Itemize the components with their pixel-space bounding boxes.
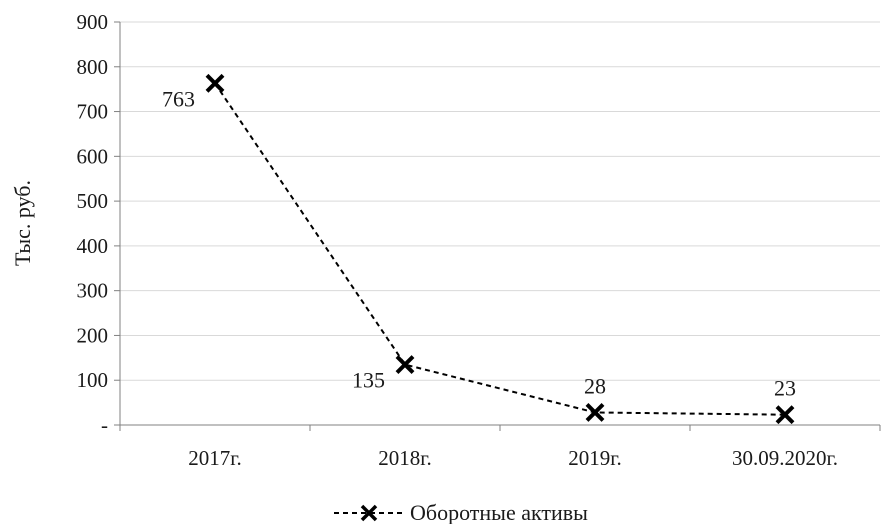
data-label: 135 <box>352 368 385 393</box>
legend-series-label: Оборотные активы <box>410 500 588 524</box>
data-label: 763 <box>162 86 195 111</box>
y-tick-label: 100 <box>77 368 109 392</box>
x-tick-label: 2019г. <box>568 446 622 470</box>
data-point-x-marker <box>775 405 795 425</box>
y-tick-label: 200 <box>77 323 109 347</box>
y-tick-label: 900 <box>77 10 109 34</box>
legend-marker-x-icon <box>360 504 378 522</box>
y-tick-label: 500 <box>77 189 109 213</box>
y-tick-label: 300 <box>77 279 109 303</box>
y-tick-label: 700 <box>77 100 109 124</box>
data-label: 23 <box>774 376 796 401</box>
x-tick-label: 2017г. <box>188 446 242 470</box>
data-point-x-marker <box>205 73 225 93</box>
data-point-x-marker <box>395 355 415 374</box>
gridlines <box>120 21 880 381</box>
y-tick-label: 600 <box>77 144 109 168</box>
x-tick-labels: 2017г. 2018г. 2019г. 30.09.2020г. <box>188 446 838 470</box>
x-tick-label: 2018г. <box>378 446 432 470</box>
data-point-x-marker <box>585 403 605 422</box>
legend: Оборотные активы <box>334 500 588 525</box>
y-tick-labels: - 100 200 300 400 500 600 700 800 900 <box>77 10 109 437</box>
y-tick-label: - <box>101 413 108 437</box>
y-axis-title: Тыс. руб. <box>10 180 35 266</box>
y-tick-label: 800 <box>77 55 109 79</box>
axes <box>114 21 881 431</box>
series-layer: 763 135 28 23 <box>162 73 796 425</box>
data-label: 28 <box>584 373 606 398</box>
y-tick-label: 400 <box>77 234 109 258</box>
x-tick-label: 30.09.2020г. <box>732 446 838 470</box>
series-line <box>214 82 786 416</box>
